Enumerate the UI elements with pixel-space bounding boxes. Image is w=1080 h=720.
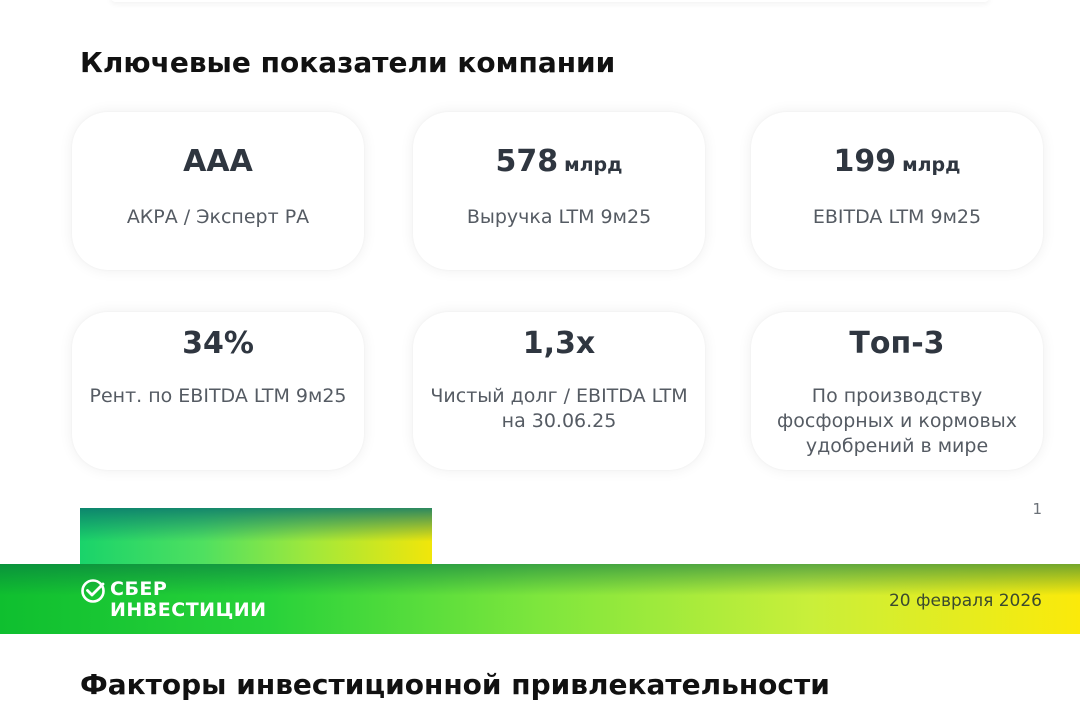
section-title: Ключевые показатели компании [80,46,616,79]
logo-text-line2: ИНВЕСТИЦИИ [110,599,267,621]
decorative-gradient-block [80,508,432,564]
sber-check-icon [81,579,105,603]
metric-label: Выручка LTM 9м25 [466,206,652,228]
footer-date: 20 февраля 2026 [888,591,1042,611]
sber-investments-logo: СБЕР ИНВЕСТИЦИИ [80,578,300,622]
metric-label: Чистый долг / EBITDA LTM на 30.06.25 [430,385,688,432]
metric-unit: млрд [902,154,961,176]
metric-card-ebitda: 199 млрд EBITDA LTM 9м25 [751,112,1043,270]
metric-card-ranking: Топ-3 По производству фосфорных и кормов… [751,312,1043,470]
metric-card-ebitda-margin: 34% Рент. по EBITDA LTM 9м25 [72,312,364,470]
previous-card-edge [110,0,990,2]
next-section-title: Факторы инвестиционной привлекательности [80,668,830,701]
metric-card-net-debt: 1,3x Чистый долг / EBITDA LTM на 30.06.2… [413,312,705,470]
metric-card-rating: AAA АКРА / Эксперт РА [72,112,364,270]
metric-label: По производству фосфорных и кормовых удо… [777,385,1017,457]
metric-value: Топ-3 [849,326,945,361]
metric-value: 199 млрд [833,144,961,179]
metric-label: АКРА / Эксперт РА [126,206,310,228]
metric-label: Рент. по EBITDA LTM 9м25 [89,385,347,407]
metric-card-revenue: 578 млрд Выручка LTM 9м25 [413,112,705,270]
metric-label: EBITDA LTM 9м25 [812,206,982,228]
metric-value: 578 млрд [495,144,623,179]
metric-value: AAA [183,144,253,179]
logo-text-line1: СБЕР [110,578,168,600]
metric-value: 34% [182,326,254,361]
footer-band [0,564,1080,634]
page-number: 1 [1032,500,1042,518]
metric-value: 1,3x [522,326,596,361]
metric-unit: млрд [564,154,623,176]
